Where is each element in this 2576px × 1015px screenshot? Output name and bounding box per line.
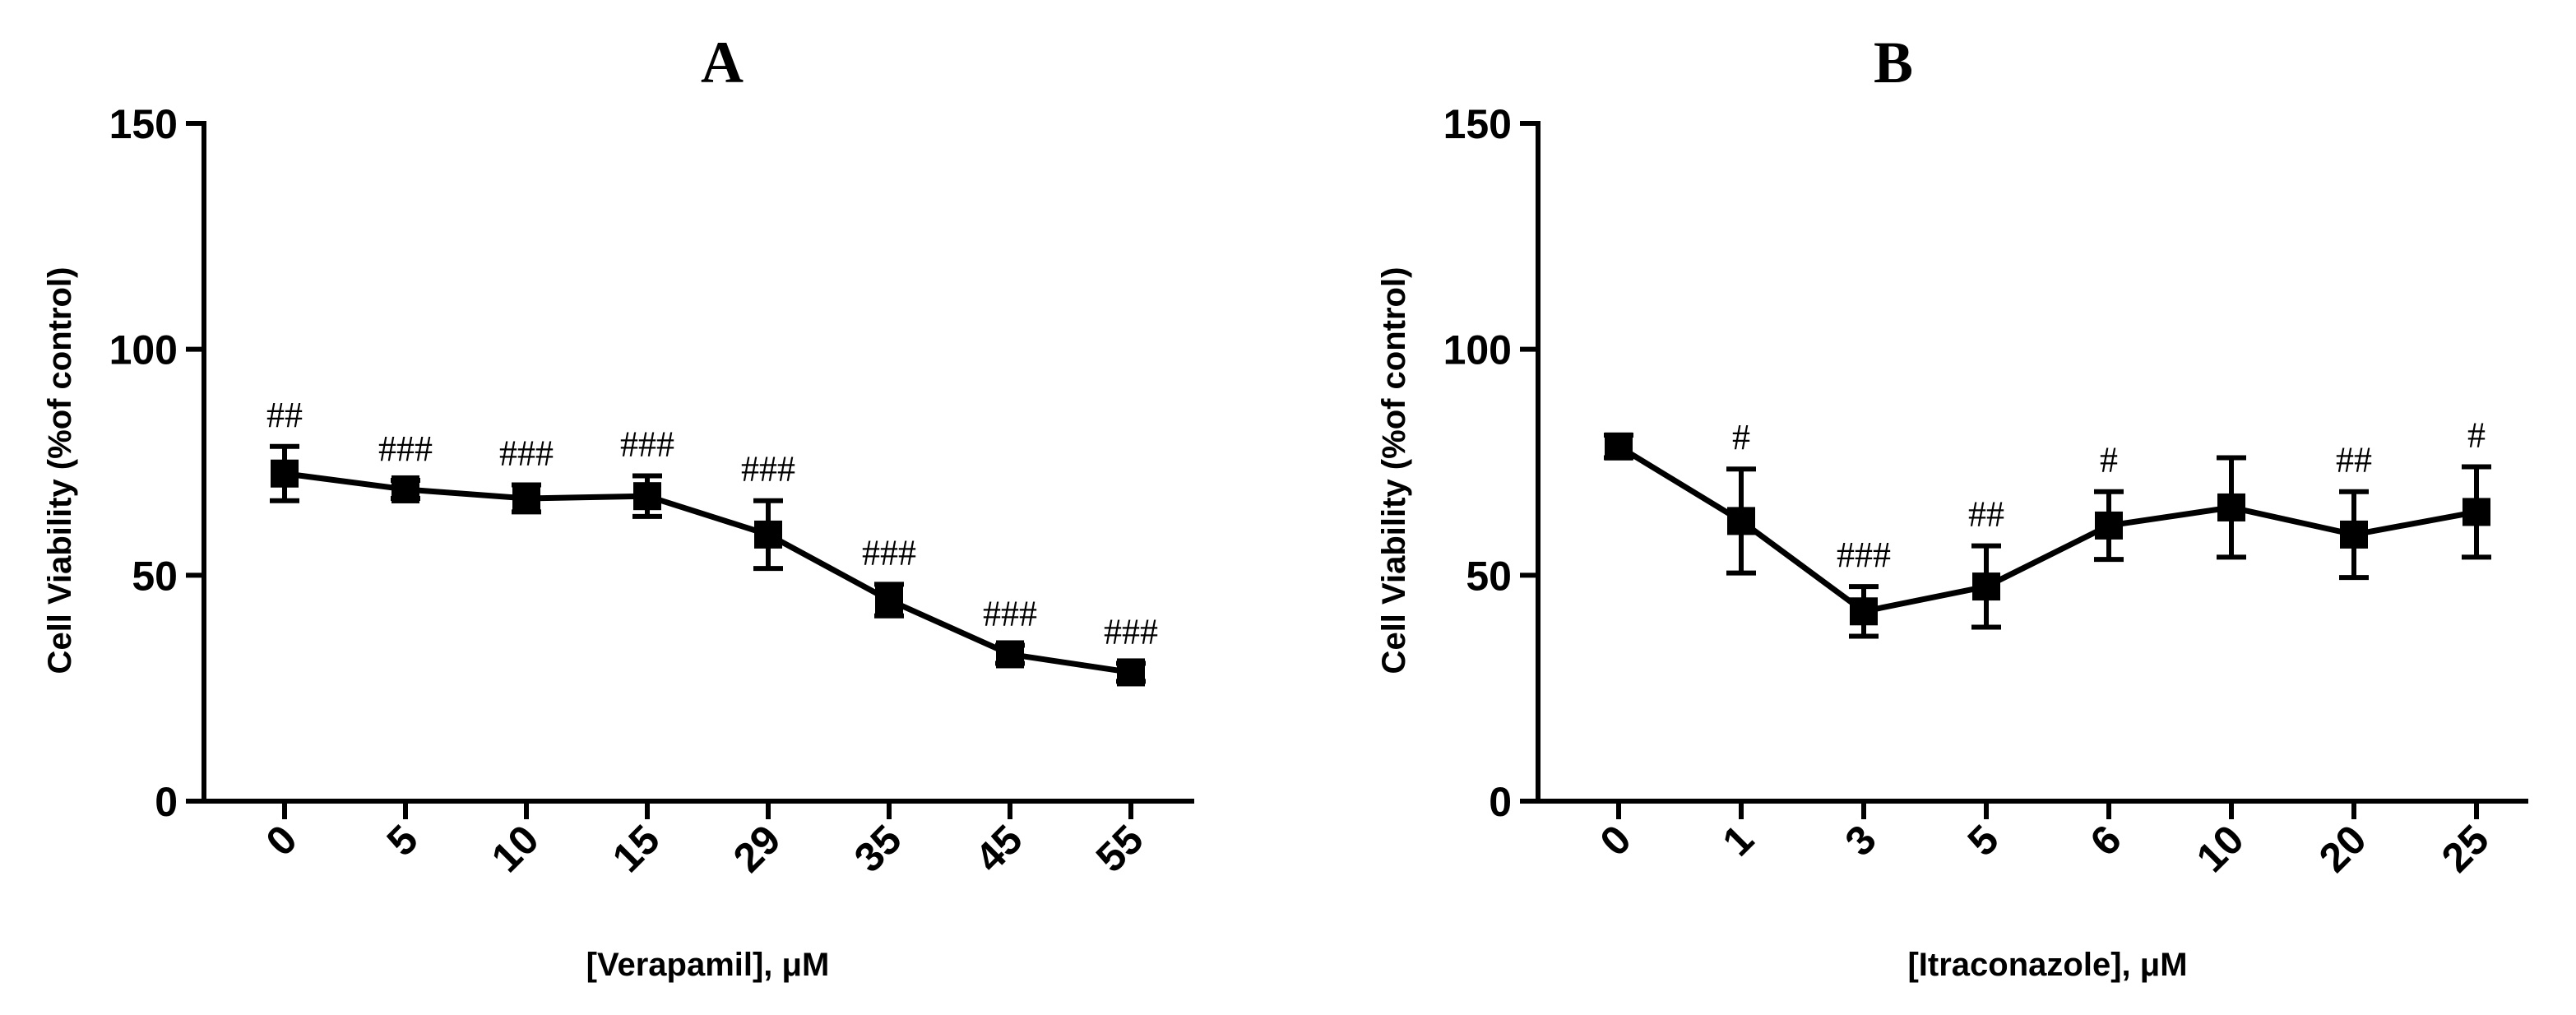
data-point	[996, 640, 1024, 669]
series-line	[1617, 443, 2477, 614]
significance-label: #	[1732, 417, 1750, 457]
data-point	[633, 482, 661, 511]
significance-label: ###	[983, 593, 1037, 633]
data-point	[2340, 520, 2368, 549]
x-axis-label: [Verapamil], μM	[586, 947, 830, 983]
x-tick-label: 5	[1959, 816, 2008, 864]
x-tick-label: 45	[966, 816, 1031, 881]
significance-label: ##	[2336, 440, 2372, 480]
y-tick-label: 100	[109, 327, 178, 373]
x-tick-label: 29	[725, 816, 790, 881]
significance-label: ###	[862, 532, 916, 572]
x-tick-label: 0	[257, 816, 306, 864]
x-tick-label: 20	[2310, 816, 2375, 881]
significance-label: ##	[1968, 494, 2004, 535]
significance-label: ###	[1104, 611, 1158, 651]
x-tick-label: 1	[1714, 816, 1763, 864]
significance-label: #	[2100, 440, 2118, 480]
data-point	[754, 520, 782, 549]
y-tick-label: 50	[132, 553, 178, 599]
x-tick-label: 5	[378, 816, 427, 864]
x-tick-label: 0	[1591, 816, 1640, 864]
y-tick-label: 150	[1443, 101, 1512, 147]
x-tick-label: 35	[846, 816, 910, 881]
data-point	[1117, 658, 1145, 687]
data-point	[2462, 498, 2490, 526]
series-line	[284, 470, 1132, 675]
data-point	[1605, 432, 1633, 461]
data-point	[271, 459, 299, 488]
panel-title: B	[1874, 30, 1913, 95]
y-axis-label: Cell Viability (%of control)	[1376, 267, 1412, 674]
panel-title: A	[701, 30, 744, 95]
x-tick-label: 25	[2433, 816, 2498, 881]
x-tick-label: 15	[604, 816, 669, 881]
data-point	[391, 475, 419, 503]
x-axis-label: [Itraconazole], μM	[1907, 947, 2187, 983]
data-point	[512, 484, 540, 512]
panel-a: A 0 50 100 150 Cell Viability (%of control) 0 5…	[42, 30, 1194, 983]
data-point	[2095, 511, 2123, 540]
data-point	[1850, 597, 1878, 626]
x-tick-label: 10	[2188, 816, 2253, 881]
significance-label: ###	[1837, 535, 1891, 575]
y-tick-label: 50	[1466, 553, 1512, 599]
significance-label: ##	[266, 395, 303, 435]
x-tick-label: 3	[1837, 816, 1885, 864]
x-tick-label: 55	[1087, 816, 1152, 881]
y-tick-label: 0	[155, 779, 178, 825]
y-tick-label: 100	[1443, 327, 1512, 373]
significance-label: #	[2467, 415, 2486, 455]
x-tick-label: 6	[2082, 816, 2130, 864]
significance-label: ###	[378, 429, 433, 469]
significance-label: ###	[620, 424, 674, 464]
significance-label: ###	[499, 433, 554, 473]
data-point	[1972, 572, 2000, 601]
data-point	[2217, 493, 2245, 521]
panel-b: B 0 50 100 150 Cell Viability (%of control) 0 1…	[1376, 30, 2528, 983]
significance-label: ###	[741, 449, 795, 489]
y-tick-label: 150	[109, 101, 178, 147]
y-tick-label: 0	[1489, 779, 1512, 825]
y-axis-label: Cell Viability (%of control)	[42, 267, 78, 674]
data-point	[875, 586, 903, 614]
data-point	[1727, 507, 1755, 535]
x-tick-label: 10	[483, 816, 548, 881]
